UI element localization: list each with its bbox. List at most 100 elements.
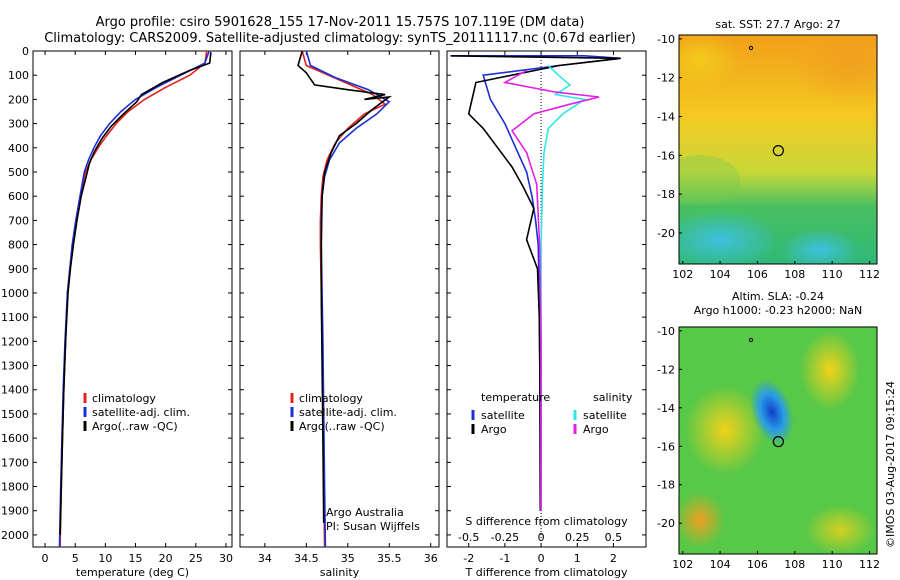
x-tick-label: 30 xyxy=(219,552,233,565)
legend-label: satellite-adj. clim. xyxy=(92,406,190,419)
y-tick-label: 400 xyxy=(8,142,29,155)
map-x-tick-label: 104 xyxy=(710,268,731,281)
title-line2: Climatology: CARS2009. Satellite-adjuste… xyxy=(44,31,636,46)
map-x-tick-label: 108 xyxy=(784,268,805,281)
sst-map-title: sat. SST: 27.7 Argo: 27 xyxy=(715,18,841,31)
map-y-tick-label: -10 xyxy=(657,325,675,338)
y-tick-label: 200 xyxy=(8,93,29,106)
y-tick-label: 2000 xyxy=(1,529,29,542)
top-x-tick-label: -0.25 xyxy=(491,531,519,544)
top-x-tick-label: 0.5 xyxy=(605,531,623,544)
series-line-salinity-satellite-adj-clim- xyxy=(305,50,391,548)
legend-title-temperature: temperature xyxy=(481,391,550,404)
x-tick-label: 25 xyxy=(189,552,203,565)
map-x-tick-label: 102 xyxy=(672,268,693,281)
sst-island-mark xyxy=(748,45,754,51)
map-x-tick-label: 104 xyxy=(710,558,731,571)
x-tick-label: 0 xyxy=(42,552,49,565)
x-tick-label: 15 xyxy=(129,552,143,565)
map-y-tick-label: -12 xyxy=(657,363,675,376)
legend-label: Argo xyxy=(481,423,507,436)
map-y-tick-label: -12 xyxy=(657,72,675,85)
series-line-difference-argo xyxy=(502,69,600,511)
x-tick-label: 36 xyxy=(424,552,438,565)
annotation-text: PI: Susan Wijffels xyxy=(326,520,420,533)
legend-label: Argo(..raw -QC) xyxy=(92,420,178,433)
legend-label: satellite-adj. clim. xyxy=(299,406,397,419)
y-tick-label: 800 xyxy=(8,239,29,252)
map-y-tick-label: -20 xyxy=(657,517,675,530)
legend-label: Argo(..raw -QC) xyxy=(299,420,385,433)
y-tick-label: 1900 xyxy=(1,505,29,518)
x-tick-label: 34.5 xyxy=(294,552,319,565)
x-tick-label: 2 xyxy=(610,552,617,565)
y-tick-label: 500 xyxy=(8,166,29,179)
sla-island-mark xyxy=(748,337,754,343)
y-tick-label: 600 xyxy=(8,190,29,203)
x-tick-label: 20 xyxy=(159,552,173,565)
map-x-tick-label: 106 xyxy=(747,268,768,281)
x-tick-label: 0 xyxy=(538,552,545,565)
sst-argo-marker xyxy=(772,145,784,157)
map-x-tick-label: 110 xyxy=(822,558,843,571)
top-x-tick-label: -0.5 xyxy=(458,531,479,544)
y-tick-label: 1600 xyxy=(1,432,29,445)
sst-map-field xyxy=(679,35,877,264)
map-y-tick-label: -16 xyxy=(657,440,675,453)
sla-map-field xyxy=(679,327,877,554)
y-tick-label: 1100 xyxy=(1,311,29,324)
x-axis-label: salinity xyxy=(320,566,360,579)
legend-title-salinity: salinity xyxy=(593,391,633,404)
top-x-axis-label: S difference from climatology xyxy=(465,515,628,528)
title-line1: Argo profile: csiro 5901628_155 17-Nov-2… xyxy=(95,15,585,30)
map-x-tick-label: 102 xyxy=(672,558,693,571)
y-tick-label: 100 xyxy=(8,69,29,82)
panel-frame-difference xyxy=(446,50,647,548)
sla-map-frame xyxy=(678,326,878,555)
x-tick-label: 35 xyxy=(341,552,355,565)
panel-frame-salinity xyxy=(239,50,440,548)
series-line-difference-satellite xyxy=(540,64,587,511)
series-line-temperature-argo-raw-qc- xyxy=(59,52,212,535)
y-tick-label: 0 xyxy=(22,45,29,58)
legend-label: satellite xyxy=(481,409,525,422)
y-tick-label: 1400 xyxy=(1,384,29,397)
map-y-tick-label: -14 xyxy=(657,111,675,124)
y-tick-label: 700 xyxy=(8,214,29,227)
x-tick-label: 35.5 xyxy=(377,552,402,565)
series-line-salinity-argo-raw-qc- xyxy=(297,50,393,523)
top-x-tick-label: 0.25 xyxy=(565,531,590,544)
map-x-tick-label: 108 xyxy=(784,558,805,571)
sla-argo-marker xyxy=(772,435,784,448)
map-y-tick-label: -10 xyxy=(657,33,675,46)
panel-frame-temperature xyxy=(32,50,233,548)
sla-map-title-2: Argo h1000: -0.23 h2000: NaN xyxy=(693,304,863,317)
x-tick-label: 34 xyxy=(258,552,272,565)
annotation-text: Argo Australia xyxy=(326,506,404,519)
map-x-tick-label: 106 xyxy=(747,558,768,571)
y-tick-label: 1200 xyxy=(1,335,29,348)
x-tick-label: 5 xyxy=(72,552,79,565)
legend-label: climatology xyxy=(299,392,363,405)
sla-map-title-1: Altim. SLA: -0.24 xyxy=(731,290,825,303)
legend-label: satellite xyxy=(583,409,627,422)
y-tick-label: 1800 xyxy=(1,481,29,494)
x-axis-label: temperature (deg C) xyxy=(76,566,189,579)
sst-map-frame xyxy=(678,34,878,265)
legend-label: climatology xyxy=(92,392,156,405)
map-y-tick-label: -16 xyxy=(657,149,675,162)
x-tick-label: 1 xyxy=(574,552,581,565)
x-tick-label: -1 xyxy=(499,552,510,565)
map-y-tick-label: -18 xyxy=(657,479,675,492)
y-tick-label: 900 xyxy=(8,263,29,276)
map-x-tick-label: 112 xyxy=(859,268,880,281)
map-y-tick-label: -18 xyxy=(657,188,675,201)
map-x-tick-label: 112 xyxy=(859,558,880,571)
series-line-difference-argo xyxy=(450,55,621,511)
x-tick-label: -2 xyxy=(463,552,474,565)
legend-label: Argo xyxy=(583,423,609,436)
x-tick-label: 10 xyxy=(98,552,112,565)
map-x-tick-label: 110 xyxy=(822,268,843,281)
y-tick-label: 300 xyxy=(8,118,29,131)
map-y-tick-label: -20 xyxy=(657,227,675,240)
